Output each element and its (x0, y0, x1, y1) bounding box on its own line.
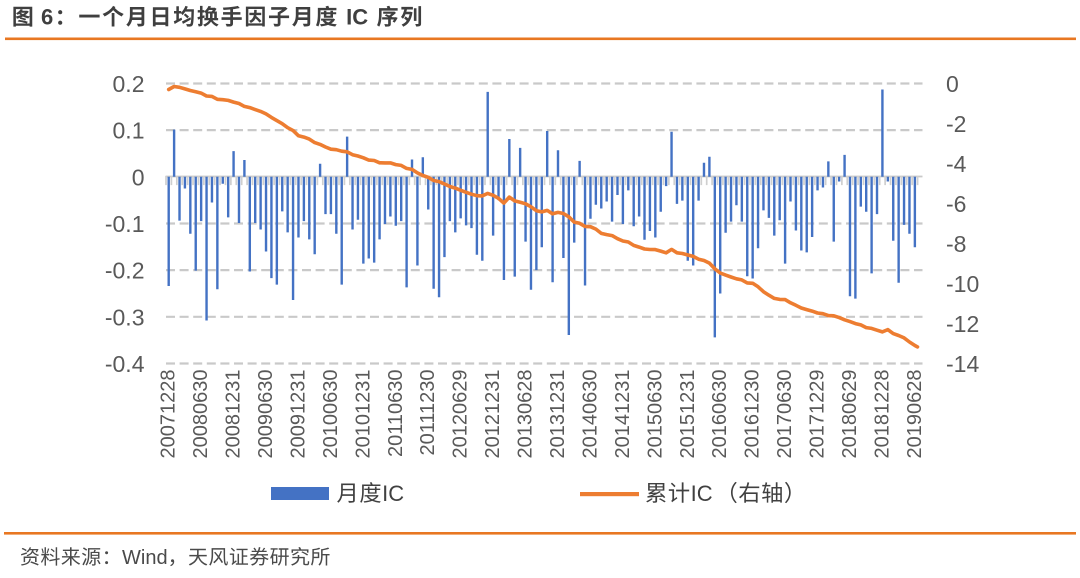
svg-text:0.1: 0.1 (113, 118, 145, 144)
svg-text:6: 6 (41, 5, 53, 30)
svg-text:-0.3: -0.3 (105, 304, 145, 330)
svg-text:0: 0 (946, 71, 959, 97)
svg-text:20130628: 20130628 (515, 370, 537, 459)
svg-text:Wind: Wind (122, 547, 168, 569)
svg-text:20141231: 20141231 (612, 370, 634, 459)
svg-text:IC: IC (346, 5, 368, 30)
svg-text:20121231: 20121231 (482, 369, 504, 458)
svg-text:20160630: 20160630 (709, 370, 731, 459)
svg-text:20190628: 20190628 (904, 370, 926, 459)
svg-text:-4: -4 (946, 151, 967, 177)
svg-text:-0.4: -0.4 (105, 351, 145, 377)
svg-text:20111230: 20111230 (417, 370, 439, 456)
svg-text:20090630: 20090630 (255, 370, 277, 459)
svg-text:-0.1: -0.1 (105, 211, 145, 237)
svg-text:20100630: 20100630 (320, 370, 342, 459)
svg-text:20151231: 20151231 (677, 370, 699, 459)
svg-text:-8: -8 (946, 231, 966, 257)
svg-text:20140630: 20140630 (579, 370, 601, 459)
svg-text:20081231: 20081231 (223, 370, 245, 459)
svg-text:-12: -12 (946, 311, 979, 337)
svg-text:20080630: 20080630 (190, 370, 212, 459)
svg-text:20171229: 20171229 (807, 370, 829, 459)
svg-text:20181228: 20181228 (871, 370, 893, 459)
svg-text:20091231: 20091231 (288, 370, 310, 459)
svg-text:20131231: 20131231 (547, 370, 569, 459)
svg-text:-14: -14 (946, 351, 979, 377)
svg-text:20120629: 20120629 (450, 370, 472, 459)
svg-text:-2: -2 (946, 111, 966, 137)
svg-text:20101231: 20101231 (352, 370, 374, 459)
svg-text:20071228: 20071228 (158, 370, 180, 459)
svg-text:IC: IC (691, 481, 713, 506)
svg-text:20180629: 20180629 (839, 370, 861, 459)
svg-text:20170630: 20170630 (774, 370, 796, 459)
svg-text:0: 0 (132, 164, 145, 190)
svg-text:20161230: 20161230 (742, 370, 764, 459)
svg-text:20150630: 20150630 (644, 370, 666, 459)
svg-text:IC: IC (382, 481, 404, 506)
svg-text:-0.2: -0.2 (105, 258, 145, 284)
svg-text:20110630: 20110630 (385, 370, 407, 458)
svg-text:0.2: 0.2 (113, 71, 145, 97)
svg-text:-10: -10 (946, 271, 979, 297)
svg-text:-6: -6 (946, 191, 966, 217)
